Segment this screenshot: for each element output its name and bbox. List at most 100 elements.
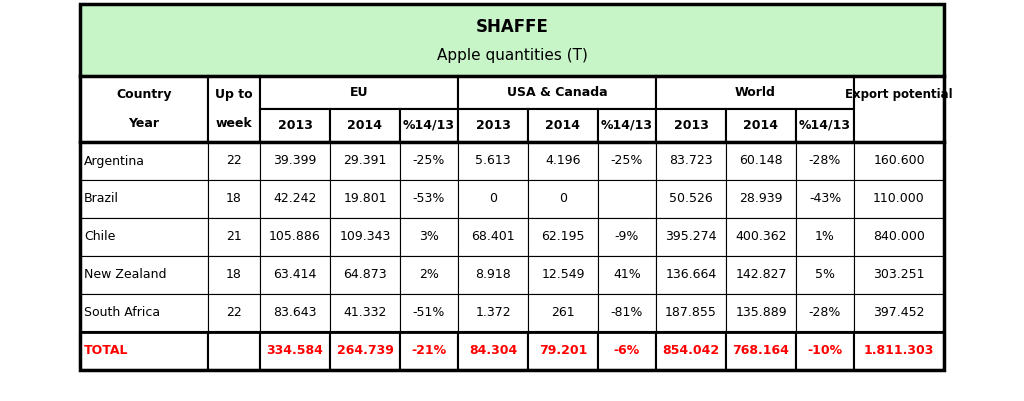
- Text: 2013: 2013: [278, 119, 312, 132]
- Text: 28.939: 28.939: [739, 192, 782, 205]
- Text: 64.873: 64.873: [343, 269, 387, 282]
- Text: 3%: 3%: [419, 231, 439, 243]
- Text: -28%: -28%: [809, 154, 841, 168]
- Bar: [726, 218, 796, 256]
- Bar: [854, 332, 944, 370]
- Text: 4.196: 4.196: [545, 154, 581, 168]
- Text: %14/13: %14/13: [799, 119, 851, 132]
- Text: -10%: -10%: [808, 344, 843, 358]
- Bar: [854, 218, 944, 256]
- Bar: [260, 218, 330, 256]
- Text: 39.399: 39.399: [273, 154, 316, 168]
- Text: 41.332: 41.332: [343, 306, 387, 320]
- Text: 105.886: 105.886: [269, 231, 321, 243]
- Text: -9%: -9%: [614, 231, 639, 243]
- Bar: [656, 294, 726, 332]
- Text: Year: Year: [128, 117, 160, 130]
- Bar: [80, 180, 208, 218]
- Bar: [598, 294, 656, 332]
- Bar: [528, 256, 598, 294]
- Text: 79.201: 79.201: [539, 344, 587, 358]
- Text: 12.549: 12.549: [542, 269, 585, 282]
- Bar: [528, 142, 598, 180]
- Bar: [80, 4, 944, 76]
- Bar: [458, 294, 528, 332]
- Bar: [726, 332, 796, 370]
- Bar: [80, 332, 208, 370]
- Text: 62.195: 62.195: [542, 231, 585, 243]
- Bar: [656, 180, 726, 218]
- Text: %14/13: %14/13: [403, 119, 455, 132]
- Bar: [208, 294, 260, 332]
- Bar: [528, 218, 598, 256]
- Bar: [796, 256, 854, 294]
- Bar: [80, 218, 208, 256]
- Bar: [208, 332, 260, 370]
- Bar: [458, 332, 528, 370]
- Text: 0: 0: [489, 192, 497, 205]
- Text: 19.801: 19.801: [343, 192, 387, 205]
- Bar: [80, 4, 944, 370]
- Bar: [400, 109, 458, 142]
- Bar: [260, 294, 330, 332]
- Bar: [854, 142, 944, 180]
- Bar: [260, 332, 330, 370]
- Bar: [598, 109, 656, 142]
- Text: 2013: 2013: [674, 119, 709, 132]
- Bar: [400, 332, 458, 370]
- Bar: [528, 180, 598, 218]
- Bar: [528, 294, 598, 332]
- Bar: [854, 294, 944, 332]
- Bar: [330, 180, 400, 218]
- Text: 109.343: 109.343: [339, 231, 391, 243]
- Text: -53%: -53%: [413, 192, 445, 205]
- Text: 187.855: 187.855: [665, 306, 717, 320]
- Bar: [458, 180, 528, 218]
- Text: 2014: 2014: [347, 119, 383, 132]
- Bar: [796, 218, 854, 256]
- Bar: [400, 218, 458, 256]
- Bar: [400, 142, 458, 180]
- Text: 136.664: 136.664: [666, 269, 717, 282]
- Text: 400.362: 400.362: [735, 231, 786, 243]
- Bar: [400, 180, 458, 218]
- Text: 768.164: 768.164: [732, 344, 790, 358]
- Text: 1.811.303: 1.811.303: [864, 344, 934, 358]
- Bar: [208, 218, 260, 256]
- Bar: [80, 76, 208, 142]
- Text: 2%: 2%: [419, 269, 439, 282]
- Text: %14/13: %14/13: [601, 119, 653, 132]
- Bar: [208, 180, 260, 218]
- Bar: [598, 142, 656, 180]
- Bar: [796, 142, 854, 180]
- Text: -25%: -25%: [413, 154, 445, 168]
- Text: 395.274: 395.274: [666, 231, 717, 243]
- Bar: [330, 109, 400, 142]
- Text: 854.042: 854.042: [663, 344, 720, 358]
- Bar: [796, 109, 854, 142]
- Bar: [330, 142, 400, 180]
- Text: 160.600: 160.600: [873, 154, 925, 168]
- Text: 261: 261: [551, 306, 574, 320]
- Bar: [796, 332, 854, 370]
- Text: 264.739: 264.739: [337, 344, 393, 358]
- Bar: [458, 109, 528, 142]
- Bar: [330, 332, 400, 370]
- Text: 0: 0: [559, 192, 567, 205]
- Text: 397.452: 397.452: [873, 306, 925, 320]
- Text: -43%: -43%: [809, 192, 841, 205]
- Bar: [796, 294, 854, 332]
- Text: 42.242: 42.242: [273, 192, 316, 205]
- Text: New Zealand: New Zealand: [84, 269, 167, 282]
- Bar: [208, 142, 260, 180]
- Bar: [260, 256, 330, 294]
- Text: 83.643: 83.643: [273, 306, 316, 320]
- Bar: [330, 256, 400, 294]
- Text: World: World: [734, 86, 775, 99]
- Text: -81%: -81%: [610, 306, 643, 320]
- Text: 84.304: 84.304: [469, 344, 517, 358]
- Bar: [726, 180, 796, 218]
- Text: -51%: -51%: [413, 306, 445, 320]
- Bar: [598, 332, 656, 370]
- Text: 50.526: 50.526: [669, 192, 713, 205]
